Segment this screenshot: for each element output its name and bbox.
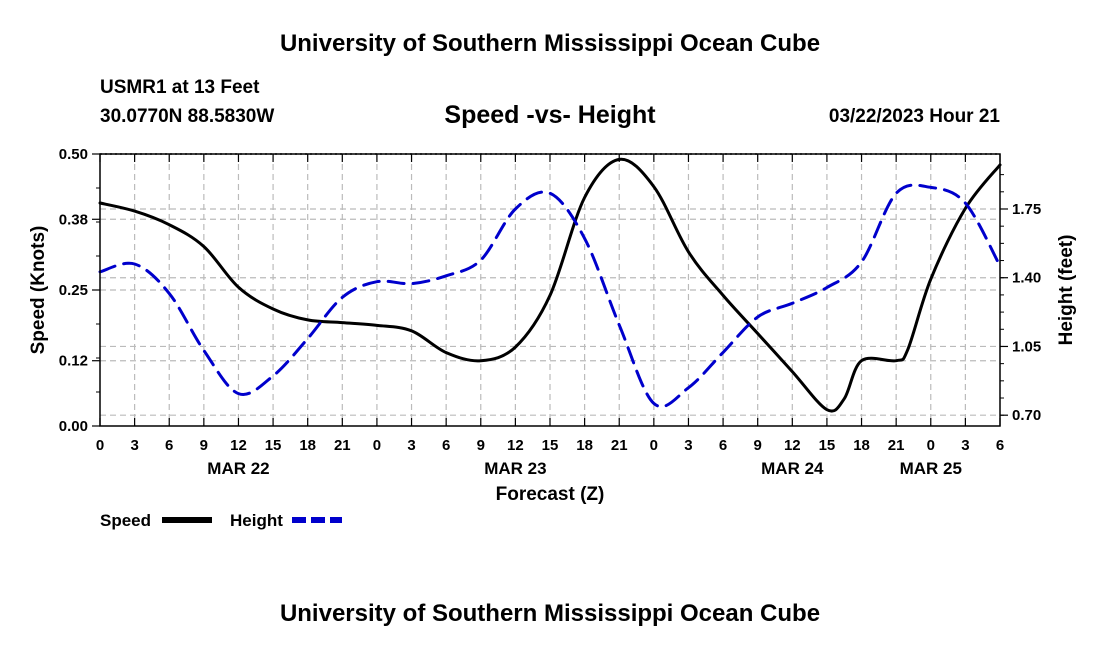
- y-tick-label: 0.12: [59, 353, 88, 370]
- x-tick-label: 6: [996, 437, 1004, 454]
- y2-tick-label: 1.05: [1012, 338, 1041, 355]
- x-tick-label: 0: [373, 437, 381, 454]
- axis-labels: 0 3 6 9 12 15 18 21 0 3 6 9 12 15 18 21 0 3 6 9 12 15 18 21 0 3 6 M…: [59, 146, 1041, 478]
- x-tick-label: 6: [442, 437, 450, 454]
- x-tick-label: 18: [853, 437, 870, 454]
- x-tick-label: 0: [96, 437, 104, 454]
- x-tick-label: 6: [165, 437, 173, 454]
- coordinates-label: 30.0770N 88.5830W: [100, 106, 275, 127]
- x-tick-label: 3: [961, 437, 969, 454]
- x-tick-label: 9: [200, 437, 208, 454]
- data-point-height: [860, 260, 864, 264]
- x-date-label: MAR 23: [484, 459, 546, 478]
- x-date-label: MAR 24: [761, 459, 824, 478]
- x-tick-label: 0: [650, 437, 658, 454]
- legend-speed-label: Speed: [100, 511, 151, 530]
- series-line-height: [98, 183, 1002, 409]
- x-tick-label: 15: [265, 437, 282, 454]
- page-title: University of Southern Mississippi Ocean…: [279, 30, 821, 57]
- gridlines: [100, 153, 1000, 426]
- x-tick-label: 12: [230, 437, 247, 454]
- x-tick-label: 18: [576, 437, 593, 454]
- x-tick-label: 6: [719, 437, 727, 454]
- legend-height-label: Height: [230, 511, 283, 530]
- axis-ticks: [92, 153, 1008, 427]
- y-tick-label: 0.38: [59, 211, 88, 228]
- x-tick-label: 21: [611, 437, 628, 454]
- chart-title: Speed -vs- Height: [444, 101, 656, 129]
- x-tick-label: 18: [299, 437, 316, 454]
- x-tick-label: 3: [684, 437, 692, 454]
- y-tick-label: 0.00: [59, 418, 88, 435]
- x-tick-label: 3: [130, 437, 138, 454]
- y-tick-label: 0.50: [59, 146, 88, 163]
- y2-tick-label: 1.40: [1012, 270, 1041, 287]
- x-date-label: MAR 25: [900, 459, 962, 478]
- y-tick-label: 0.25: [59, 282, 88, 299]
- x-tick-label: 12: [507, 437, 524, 454]
- x-tick-label: 9: [754, 437, 762, 454]
- x-tick-label: 0: [927, 437, 935, 454]
- station-label: USMR1 at 13 Feet: [100, 77, 260, 98]
- x-axis-title: Forecast (Z): [496, 484, 605, 505]
- x-tick-label: 21: [334, 437, 351, 454]
- x-date-label: MAR 22: [207, 459, 269, 478]
- page-footer-title: University of Southern Mississippi Ocean…: [279, 600, 821, 627]
- y-axis-title: Speed (Knots): [28, 226, 49, 355]
- legend: Speed Height: [100, 511, 342, 530]
- x-tick-label: 15: [542, 437, 559, 454]
- x-tick-label: 15: [819, 437, 836, 454]
- y2-axis-title: Height (feet): [1056, 235, 1077, 346]
- y2-tick-label: 1.75: [1012, 201, 1041, 218]
- datetime-label: 03/22/2023 Hour 21: [828, 106, 1000, 127]
- x-tick-label: 21: [888, 437, 905, 454]
- x-tick-label: 9: [477, 437, 485, 454]
- series-lines: [98, 157, 1002, 413]
- x-tick-label: 3: [407, 437, 415, 454]
- x-tick-label: 12: [784, 437, 801, 454]
- y2-tick-label: 0.70: [1012, 407, 1041, 424]
- series-line-speed: [98, 157, 1002, 413]
